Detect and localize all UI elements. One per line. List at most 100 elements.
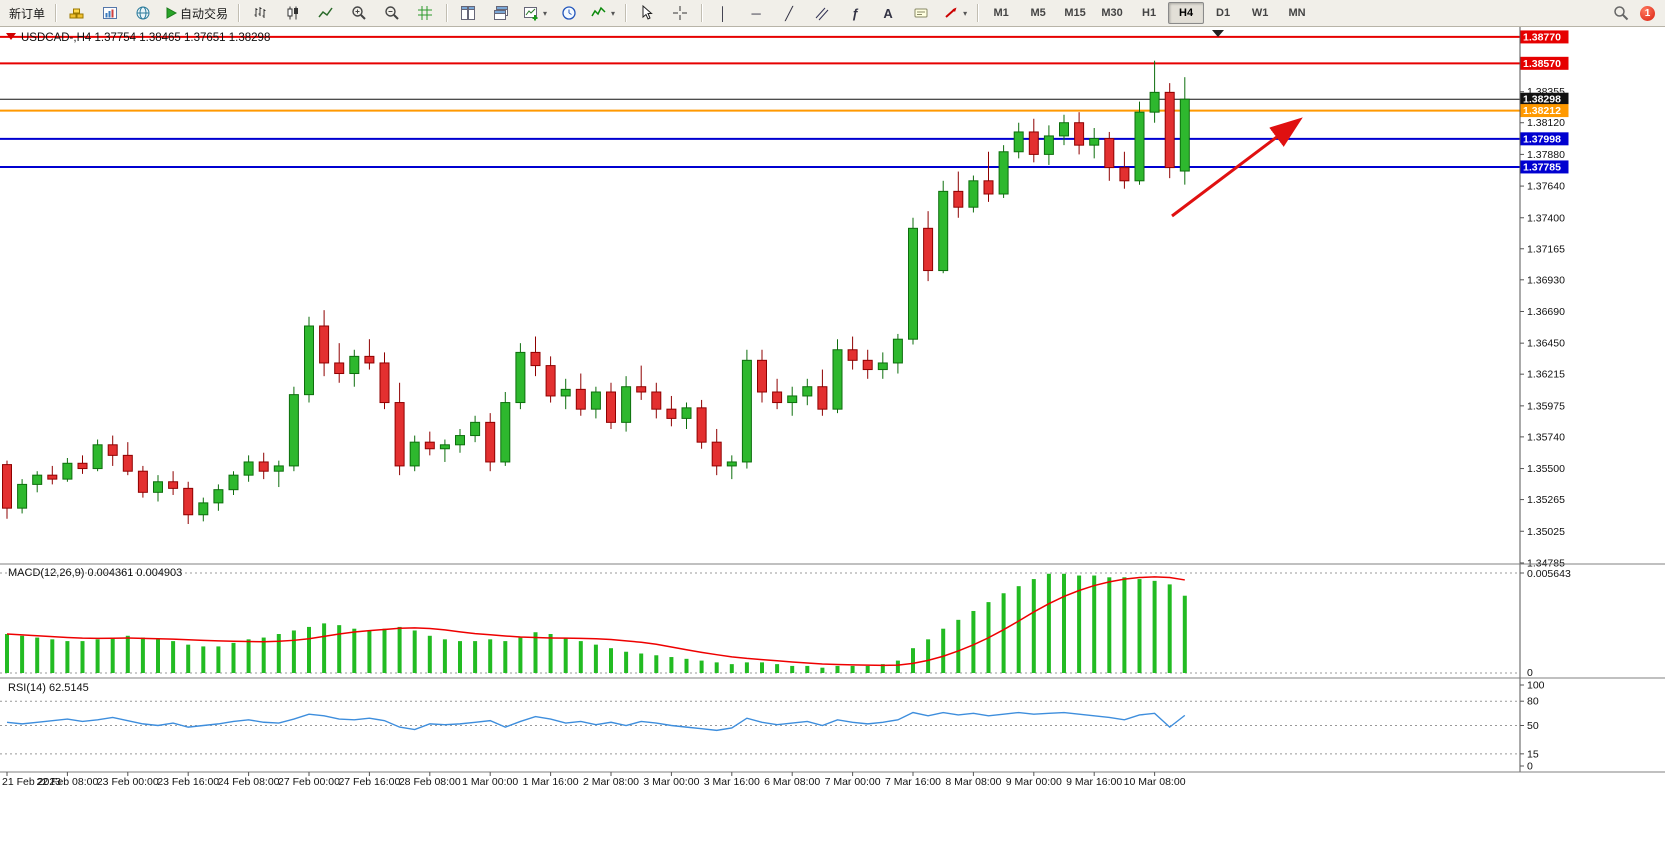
candle [168, 481, 179, 489]
timeframe-m15-button[interactable]: M15 [1064, 7, 1086, 19]
candles-mode-button[interactable] [277, 1, 309, 25]
timeframe-m1-button[interactable]: M1 [993, 7, 1009, 19]
play-icon [166, 7, 178, 19]
fibonacci-button[interactable]: ƒ [839, 1, 871, 25]
time-axis-label[interactable]: 23 Feb 16:00 [157, 776, 219, 788]
channel-button[interactable] [806, 1, 838, 25]
zoom-in-button[interactable] [343, 1, 375, 25]
timeframe-m5-button[interactable]: M5 [1030, 7, 1046, 19]
candle [107, 444, 118, 456]
price-marker-label: 1.38212 [1523, 105, 1561, 117]
candle [515, 351, 526, 404]
candle [2, 464, 12, 509]
candle [938, 190, 949, 272]
trendline-button[interactable]: ╱ [773, 1, 805, 25]
candle [228, 474, 239, 491]
candle [877, 362, 888, 371]
cursor-button[interactable] [631, 1, 663, 25]
timeframe-d1-button[interactable]: D1 [1216, 7, 1231, 19]
trend-arrow[interactable] [1171, 117, 1303, 218]
line-mode-button[interactable] [310, 1, 342, 25]
candle [787, 395, 798, 404]
candle [424, 441, 435, 450]
new-chart-button[interactable]: ▾ [518, 1, 552, 25]
time-axis-label[interactable]: 10 Mar 08:00 [1124, 776, 1186, 788]
notification-badge[interactable]: 1 [1640, 5, 1655, 21]
time-axis-label[interactable]: 23 Feb 00:00 [97, 776, 159, 788]
candle [1119, 167, 1130, 182]
price-marker-label: 1.37998 [1523, 133, 1561, 145]
chart-shift-marker[interactable] [1212, 30, 1224, 37]
time-axis-label[interactable]: 2 Mar 08:00 [583, 776, 639, 788]
vertical-line-button[interactable]: │ [707, 1, 739, 25]
bars-mode-button[interactable] [244, 1, 276, 25]
time-axis-label[interactable]: 24 Feb 08:00 [218, 776, 280, 788]
price-axis-label: 1.35975 [1527, 400, 1565, 412]
time-axis-label[interactable]: 3 Mar 00:00 [643, 776, 699, 788]
cascade-windows-button[interactable] [485, 1, 517, 25]
tile-windows-button[interactable] [452, 1, 484, 25]
price-marker-box [1520, 160, 1569, 174]
search-button[interactable] [1605, 1, 1637, 25]
timeframe-h1-button[interactable]: H1 [1142, 7, 1157, 19]
chevron-down-icon: ▾ [543, 8, 548, 18]
price-axis-label: 1.36690 [1527, 306, 1565, 318]
chart-canvas[interactable]: USDCAD-,H4 1.37754 1.38465 1.37651 1.382… [0, 27, 1665, 841]
autotrading-button[interactable]: 自动交易 [160, 1, 233, 25]
time-axis-label[interactable]: 21 Feb 2023 [2, 776, 61, 788]
candle [304, 325, 314, 396]
candle [847, 349, 858, 361]
horizontal-line-button[interactable]: ─ [740, 1, 772, 25]
arrow-tool-icon [945, 7, 957, 18]
chart-window-button[interactable] [94, 1, 126, 25]
timeframe-w1-button[interactable]: W1 [1251, 7, 1269, 19]
timeframe-h4-button[interactable]: H4 [1168, 2, 1205, 24]
indicators-button[interactable]: ▾ [586, 1, 620, 25]
time-axis-label[interactable]: 27 Feb 00:00 [278, 776, 340, 788]
candle [953, 190, 964, 208]
time-axis-label[interactable]: 7 Mar 16:00 [885, 776, 941, 788]
time-axis-label[interactable]: 3 Mar 16:00 [704, 776, 760, 788]
fibonacci-icon: ƒ [851, 5, 859, 21]
time-axis-label[interactable]: 9 Mar 00:00 [1006, 776, 1062, 788]
price-axis-label: 1.35740 [1527, 431, 1565, 443]
chevron-down-icon: ▾ [611, 8, 616, 18]
new-order-button[interactable]: 新订单 [4, 1, 50, 25]
price-marker-label: 1.38570 [1523, 58, 1561, 70]
time-axis-label[interactable]: 9 Mar 16:00 [1066, 776, 1122, 788]
vertical-line-icon: │ [719, 5, 728, 21]
periods-button[interactable] [553, 1, 585, 25]
candle [711, 441, 722, 467]
candle [394, 402, 405, 467]
time-axis-label[interactable]: 8 Mar 08:00 [945, 776, 1001, 788]
channel-icon [815, 7, 829, 21]
candle [651, 391, 662, 410]
time-axis-label[interactable]: 7 Mar 00:00 [825, 776, 881, 788]
grid-button[interactable] [409, 1, 441, 25]
time-axis-label[interactable]: 1 Mar 16:00 [523, 776, 579, 788]
time-axis-label[interactable]: 1 Mar 00:00 [462, 776, 518, 788]
cascade-windows-icon [494, 6, 509, 20]
time-axis-label[interactable]: 6 Mar 08:00 [764, 776, 820, 788]
candle [77, 462, 88, 470]
time-axis-label[interactable]: 28 Feb 08:00 [399, 776, 461, 788]
candle [500, 402, 511, 463]
arrow-tools-button[interactable]: ▾ [938, 1, 972, 25]
timeframe-mn-button[interactable]: MN [1288, 7, 1306, 19]
candle [606, 391, 616, 423]
timeframe-m30-button[interactable]: M30 [1101, 7, 1123, 19]
macd-axis-min-label: 0 [1527, 667, 1533, 679]
text-tool-button[interactable]: A [872, 1, 904, 25]
label-tool-button[interactable] [905, 1, 937, 25]
candlestick-icon [287, 6, 299, 20]
crosshair-button[interactable] [664, 1, 696, 25]
candles-layer [2, 60, 1190, 524]
price-marker-label: 1.38770 [1523, 31, 1561, 43]
rsi-axis-label: 0 [1527, 761, 1533, 773]
globe-button[interactable] [127, 1, 159, 25]
time-axis-label[interactable]: 22 Feb 08:00 [36, 776, 98, 788]
candle [153, 481, 163, 493]
time-axis-label[interactable]: 27 Feb 16:00 [338, 776, 400, 788]
gold-bars-button[interactable] [61, 1, 93, 25]
zoom-out-button[interactable] [376, 1, 408, 25]
